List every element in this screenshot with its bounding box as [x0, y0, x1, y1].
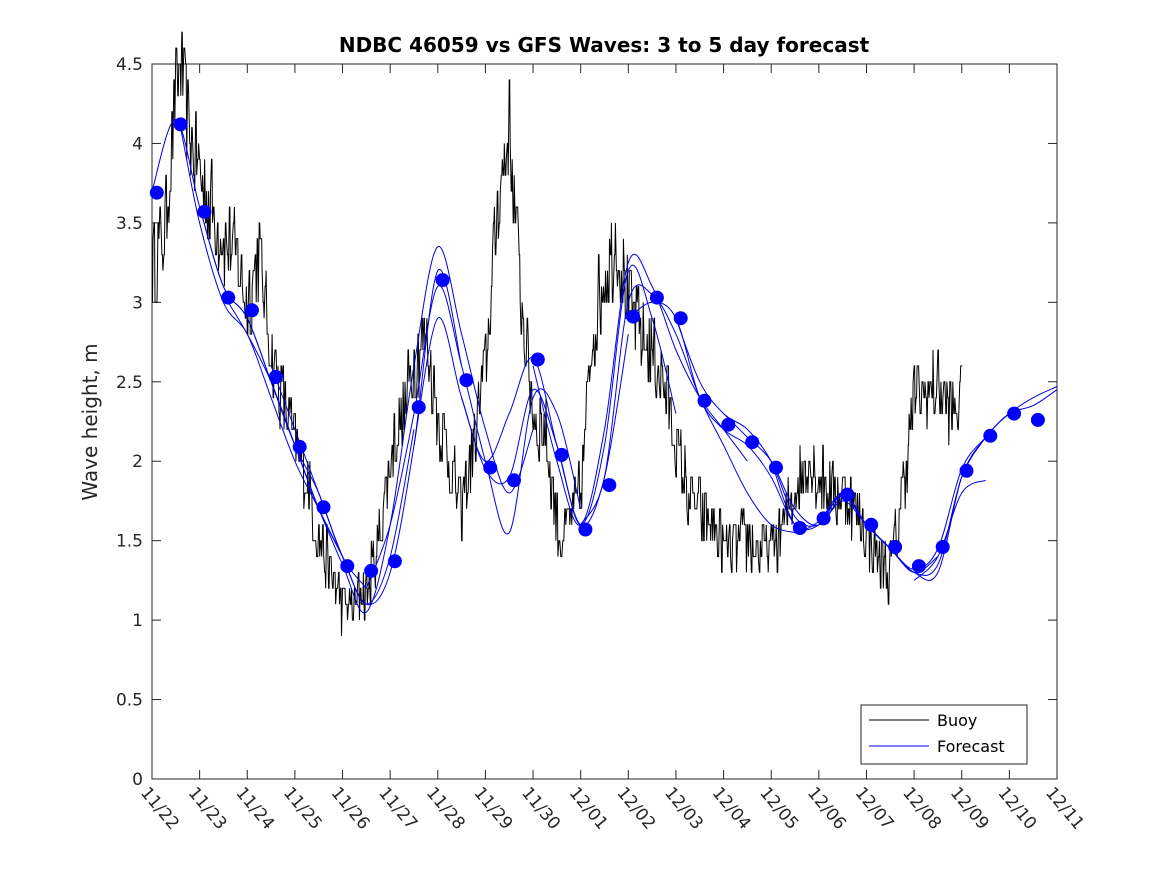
plot-frame	[151, 63, 1058, 780]
forecast-point	[626, 309, 641, 324]
forecast-point	[1007, 406, 1022, 421]
x-tick-label: 11/25	[279, 783, 326, 833]
forecast-point	[173, 117, 188, 132]
forecast-point	[649, 290, 664, 305]
forecast-point	[792, 521, 807, 535]
y-tick-label: 1	[132, 611, 143, 631]
y-tick-label: 4.5	[116, 55, 143, 75]
forecast-point	[602, 478, 617, 493]
x-tick-label: 11/28	[422, 783, 469, 833]
chart-title: NDBC 46059 vs GFS Waves: 3 to 5 day fore…	[339, 33, 870, 57]
x-tick-label: 12/07	[851, 783, 898, 833]
forecast-point	[316, 500, 331, 515]
forecast-point	[530, 352, 545, 367]
forecast-run-line	[270, 268, 463, 606]
forecast-point	[149, 185, 164, 200]
forecast-run-line	[180, 127, 343, 557]
forecast-point	[935, 540, 950, 554]
forecast-point	[554, 447, 569, 462]
y-tick-label: 2.5	[116, 373, 143, 393]
x-tick-label: 11/29	[470, 783, 517, 833]
forecast-point	[411, 400, 426, 415]
x-tick-label: 11/30	[517, 783, 564, 833]
forecast-point	[340, 559, 355, 574]
forecast-markers	[149, 117, 1045, 578]
forecast-point	[221, 290, 236, 305]
buoy-series	[152, 31, 963, 637]
x-tick-label: 11/23	[184, 783, 231, 833]
forecast-point	[435, 273, 450, 288]
forecast-point	[387, 554, 402, 569]
x-tick-label: 12/04	[708, 783, 755, 833]
x-tick-label: 12/01	[565, 783, 612, 833]
forecast-point	[364, 563, 379, 578]
x-tick-label: 12/05	[755, 783, 802, 833]
x-tick-label: 11/26	[327, 783, 374, 833]
forecast-point	[459, 373, 474, 388]
x-tick-label: 12/11	[1041, 783, 1088, 833]
y-tick-label: 3.5	[116, 214, 143, 234]
forecast-point	[245, 303, 259, 318]
forecast-point	[1030, 412, 1045, 427]
y-tick-label: 0.5	[116, 691, 143, 711]
y-axis-label: Wave height, m	[78, 343, 102, 500]
forecast-point	[483, 460, 498, 475]
y-tick-label: 4	[132, 134, 143, 154]
x-tick-label: 12/02	[612, 783, 659, 833]
forecast-point	[840, 487, 855, 502]
forecast-point	[745, 435, 760, 450]
y-tick-label: 2	[132, 452, 143, 472]
forecast-point	[507, 473, 521, 488]
x-tick-label: 11/27	[374, 783, 421, 833]
forecast-point	[911, 559, 926, 574]
forecast-point	[888, 540, 903, 554]
legend-buoy-label: Buoy	[937, 711, 977, 730]
forecast-run-line	[365, 285, 582, 589]
legend: Buoy Forecast	[860, 704, 1028, 765]
forecast-point	[697, 393, 712, 408]
forecast-point	[578, 522, 593, 537]
forecast-run-line	[913, 479, 986, 581]
legend-box	[860, 704, 1028, 765]
x-tick-label: 11/22	[136, 783, 183, 833]
forecast-point	[769, 460, 783, 475]
x-tick-label: 12/10	[994, 783, 1041, 833]
forecast-point	[959, 463, 974, 478]
x-tick-label: 12/09	[946, 783, 993, 833]
y-tick-label: 1.5	[116, 532, 143, 552]
forecast-point	[292, 439, 307, 454]
forecast-point	[197, 204, 212, 219]
x-tick-label: 12/06	[803, 783, 850, 833]
x-tick-label: 11/24	[231, 783, 278, 833]
forecast-run-line	[461, 264, 677, 526]
forecast-run-line	[580, 284, 796, 534]
forecast-point	[721, 417, 736, 432]
y-tick-label: 0	[132, 770, 143, 790]
x-tick-label: 12/03	[660, 783, 707, 833]
forecast-point	[983, 428, 998, 443]
x-tick-label: 12/08	[898, 783, 945, 833]
buoy-line	[152, 31, 963, 637]
forecast-run-line	[318, 246, 534, 614]
forecast-run-line	[866, 386, 1058, 581]
forecast-point	[673, 311, 688, 326]
legend-forecast-label: Forecast	[937, 737, 1005, 756]
forecast-point	[864, 517, 879, 532]
forecast-point	[816, 511, 831, 526]
forecast-point	[268, 370, 283, 384]
y-tick-label: 3	[132, 293, 143, 313]
